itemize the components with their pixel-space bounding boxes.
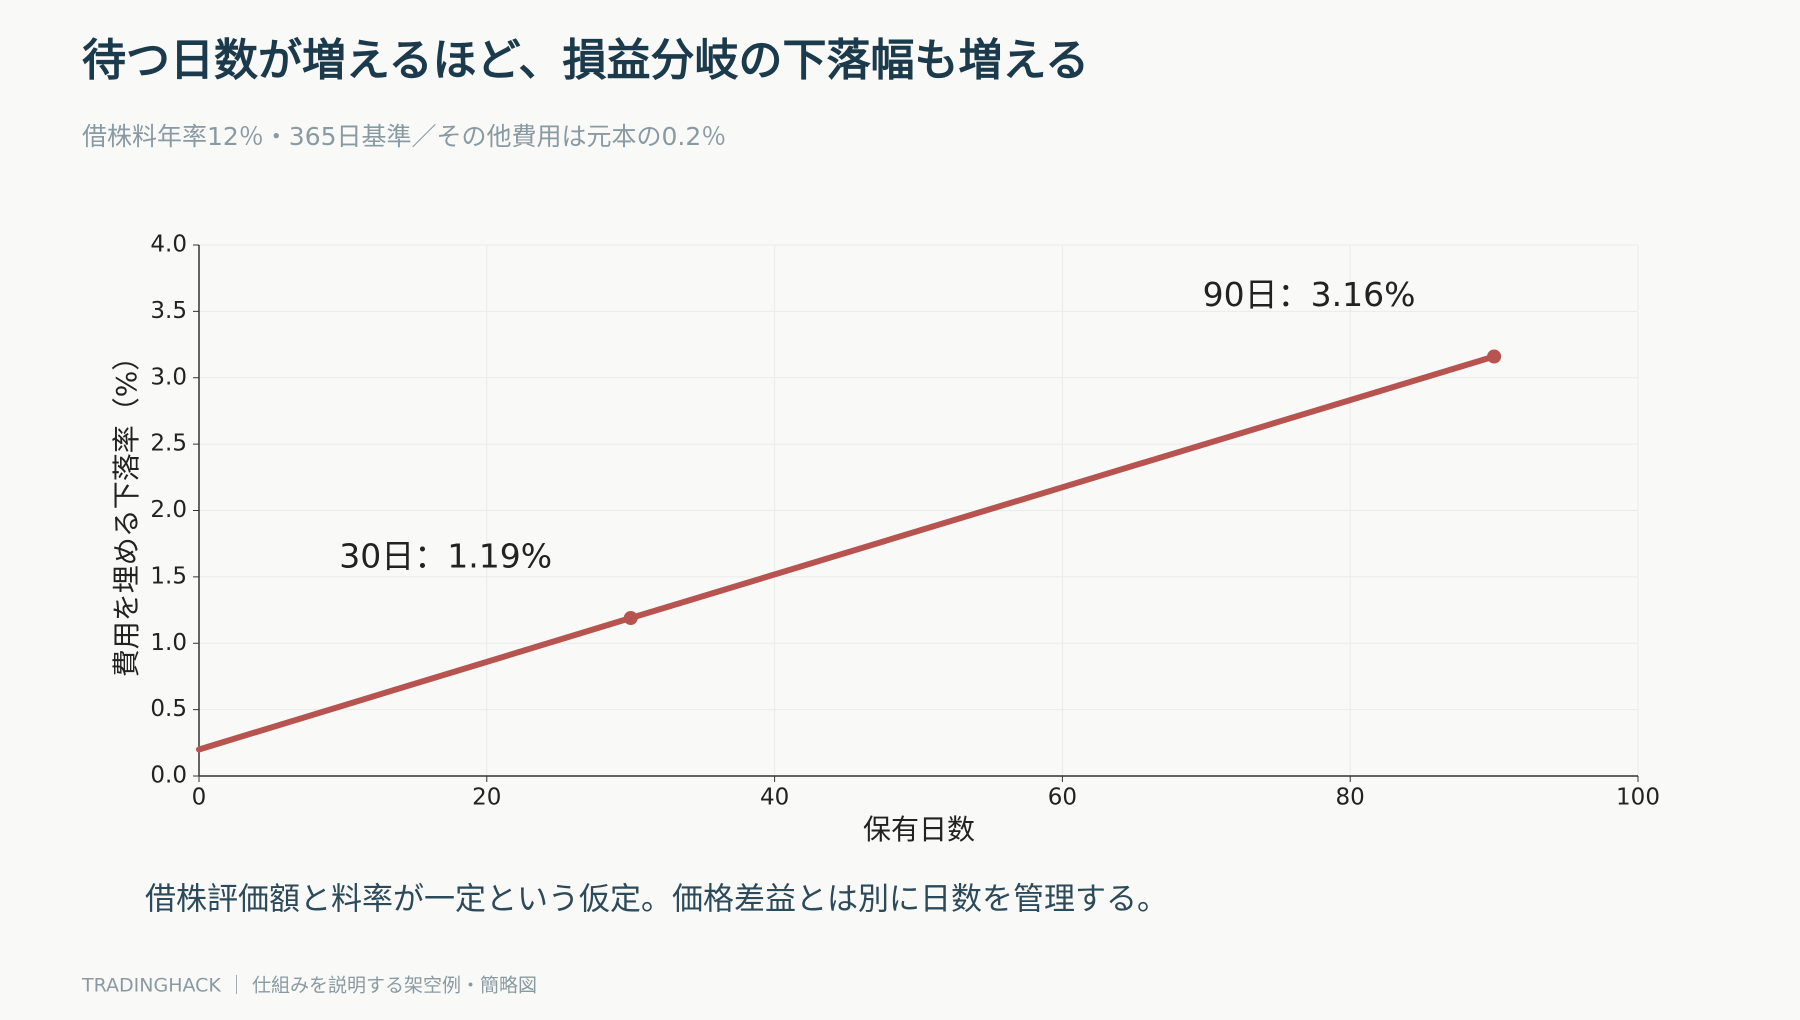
y-tick-label: 4.0	[150, 232, 187, 258]
annotation: 90日：3.16%	[1203, 275, 1416, 314]
y-tick-label: 0.0	[150, 763, 187, 789]
y-tick-label: 1.0	[150, 630, 187, 656]
chart-title: 待つ日数が増えるほど、損益分岐の下落幅も増える	[82, 35, 1089, 86]
x-axis-label: 保有日数	[863, 813, 975, 846]
x-tick-label: 0	[192, 785, 207, 811]
y-tick-label: 1.5	[150, 563, 187, 589]
x-tick-label: 40	[760, 785, 789, 811]
y-axis-label: 費用を埋める下落率（%）	[110, 343, 143, 678]
point	[1487, 349, 1502, 364]
x-tick-label: 20	[472, 785, 501, 811]
x-tick-label: 100	[1616, 785, 1660, 811]
y-tick-label: 2.0	[150, 497, 187, 523]
chart-subtitle: 借株料年率12％・365日基準／その他費用は元本の0.2％	[82, 122, 726, 151]
y-tick-label: 2.5	[150, 431, 187, 457]
x-tick-label: 60	[1048, 785, 1077, 811]
annotation: 30日：1.19%	[339, 537, 552, 576]
x-tick-label: 80	[1336, 785, 1365, 811]
footer: TRADINGHACK ｜ 仕組みを説明する架空例・簡略図	[81, 975, 537, 997]
note: 借株評価額と料率が一定という仮定。価格差益とは別に日数を管理する。	[145, 882, 1168, 918]
y-tick-label: 0.5	[150, 696, 187, 722]
point	[623, 611, 638, 626]
y-tick-label: 3.0	[150, 364, 187, 390]
y-tick-label: 3.5	[150, 298, 187, 324]
